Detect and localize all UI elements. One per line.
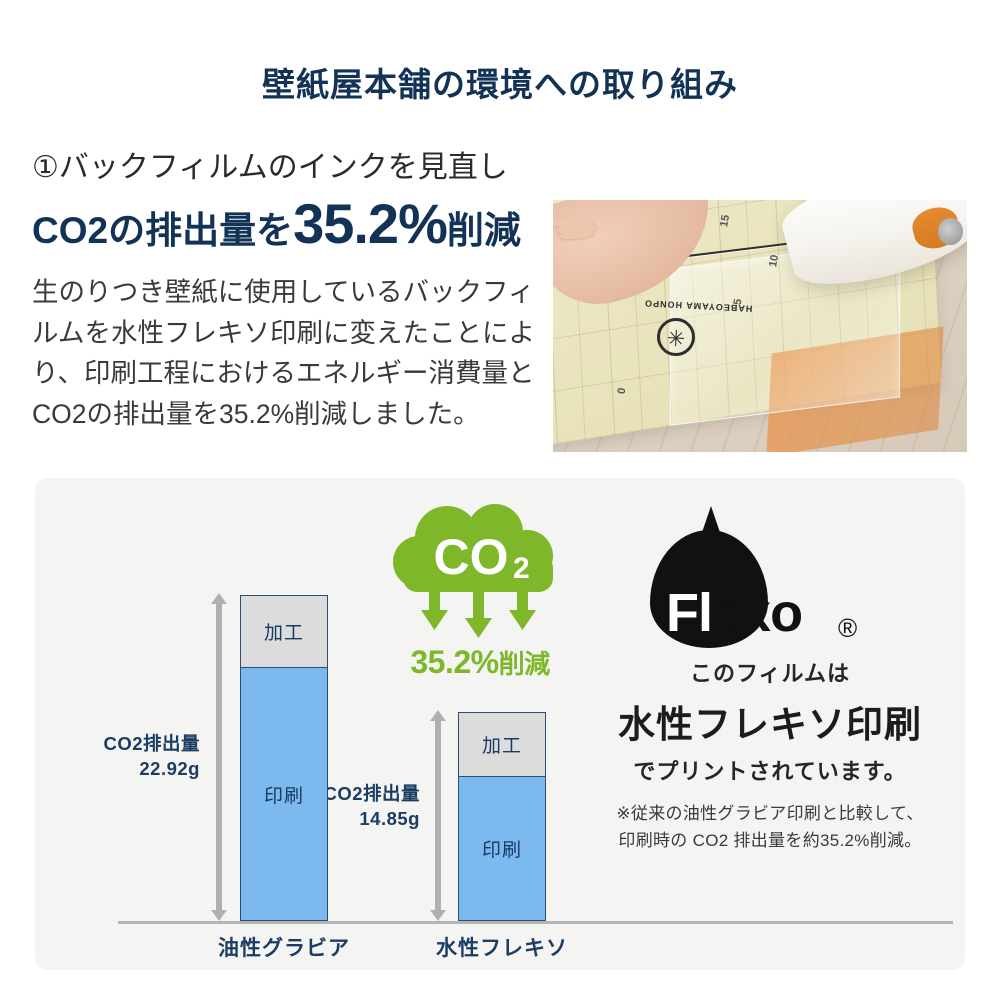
co2-percent-suffix: 削減 bbox=[498, 649, 551, 679]
co2-total-arrow-flexo bbox=[430, 710, 446, 921]
wallpaper-film-photo: HABEOYAMA HONPO ✳ 0 5 10 15 bbox=[553, 200, 967, 452]
arrow-shaft bbox=[216, 602, 222, 912]
bar-water-flexo: 加工 印刷 bbox=[458, 712, 546, 921]
flexo-footnote-line1: ※従来の油性グラビア印刷と比較して、 bbox=[616, 804, 924, 823]
flexo-wordmark: Flexo bbox=[666, 583, 803, 643]
co2-total-label-oil: CO2排出量 22.92g bbox=[10, 732, 200, 782]
co2-cloud-svg: CO 2 bbox=[393, 504, 553, 638]
co2-bar-chart: CO2排出量 22.92g CO2排出量 14.85g 加工 印刷 加工 印刷 … bbox=[100, 560, 953, 970]
arrow-head-up-icon bbox=[430, 710, 446, 721]
co2-reduction-percent: 35.2%削減 bbox=[372, 644, 588, 681]
co2-total-value-oil: 22.92g bbox=[139, 757, 200, 779]
arrow-head-down-icon bbox=[430, 910, 446, 921]
co2-total-label-prefix: CO2排出量 bbox=[103, 733, 200, 754]
x-axis-label-water-flexo: 水性フレキソ bbox=[436, 937, 568, 960]
co2-total-arrow-oil bbox=[211, 593, 227, 921]
flexo-logo: Flexo ® bbox=[600, 506, 940, 660]
photo-ruler-tick-15: 15 bbox=[717, 214, 732, 229]
bar-segment-print: 印刷 bbox=[459, 777, 545, 920]
co2-total-label-flexo: CO2排出量 14.85g bbox=[230, 782, 420, 832]
co2-cloud-icon: CO 2 bbox=[385, 500, 575, 640]
headline-percent: 35.2% bbox=[293, 192, 448, 256]
chart-baseline bbox=[118, 921, 953, 924]
co2-total-value-flexo: 14.85g bbox=[359, 807, 420, 829]
registered-trademark-icon: ® bbox=[838, 613, 858, 643]
bar-oil-gravure: 加工 印刷 bbox=[240, 595, 328, 921]
flexo-footnote: ※従来の油性グラビア印刷と比較して、 印刷時の CO2 排出量を約35.2%削減… bbox=[600, 800, 940, 854]
flexo-caption-line1: このフィルムは bbox=[689, 661, 851, 686]
svg-text:CO: CO bbox=[434, 529, 509, 585]
arrow-head-up-icon bbox=[211, 593, 227, 604]
co2-reduction-block: CO 2 35.2%削減 bbox=[372, 500, 588, 681]
photo-ruler-tick-10: 10 bbox=[767, 254, 782, 269]
bar-segment-process: 加工 bbox=[459, 713, 545, 777]
svg-text:2: 2 bbox=[513, 552, 530, 585]
intro-body-text: 生のりつき壁紙に使用しているバックフィルムを水性フレキソ印刷に変えたことにより、… bbox=[32, 277, 535, 429]
flexo-brand-block: Flexo ® このフィルムは 水性フレキソ印刷 でプリントされています。 ※従… bbox=[600, 506, 940, 854]
bar-segment-process: 加工 bbox=[241, 596, 327, 668]
photo-roll-core bbox=[938, 217, 963, 246]
x-axis-label-oil-gravure: 油性グラビア bbox=[218, 937, 350, 960]
co2-percent-value: 35.2% bbox=[410, 644, 499, 680]
co2-total-label-prefix: CO2排出量 bbox=[323, 783, 420, 804]
flexo-caption-line3: でプリントされています。 bbox=[633, 759, 907, 784]
flexo-caption-headline: 水性フレキソ印刷 bbox=[618, 704, 922, 745]
intro-headline: CO2の排出量を 35.2% 削減 bbox=[32, 193, 542, 256]
flexo-wordmark-outer: exo bbox=[712, 583, 803, 643]
intro-lead: ①バックフィルムのインクを見直し bbox=[32, 151, 508, 184]
flexo-footnote-line2: 印刷時の CO2 排出量を約35.2%削減。 bbox=[618, 831, 922, 851]
intro-copy-block: ①バックフィルムのインクを見直し CO2の排出量を 35.2% 削減 生のりつき… bbox=[32, 150, 542, 434]
headline-suffix: 削減 bbox=[446, 210, 521, 252]
bar-segment-print: 印刷 bbox=[241, 668, 327, 920]
page-title: 壁紙屋本舗の環境への取り組み bbox=[262, 66, 738, 103]
flexo-wordmark-inner: Fl bbox=[666, 583, 713, 643]
headline-prefix: CO2の排出量を bbox=[32, 210, 294, 252]
water-drop-icon bbox=[650, 530, 768, 648]
arrow-shaft bbox=[435, 719, 441, 912]
arrow-head-down-icon bbox=[211, 910, 227, 921]
